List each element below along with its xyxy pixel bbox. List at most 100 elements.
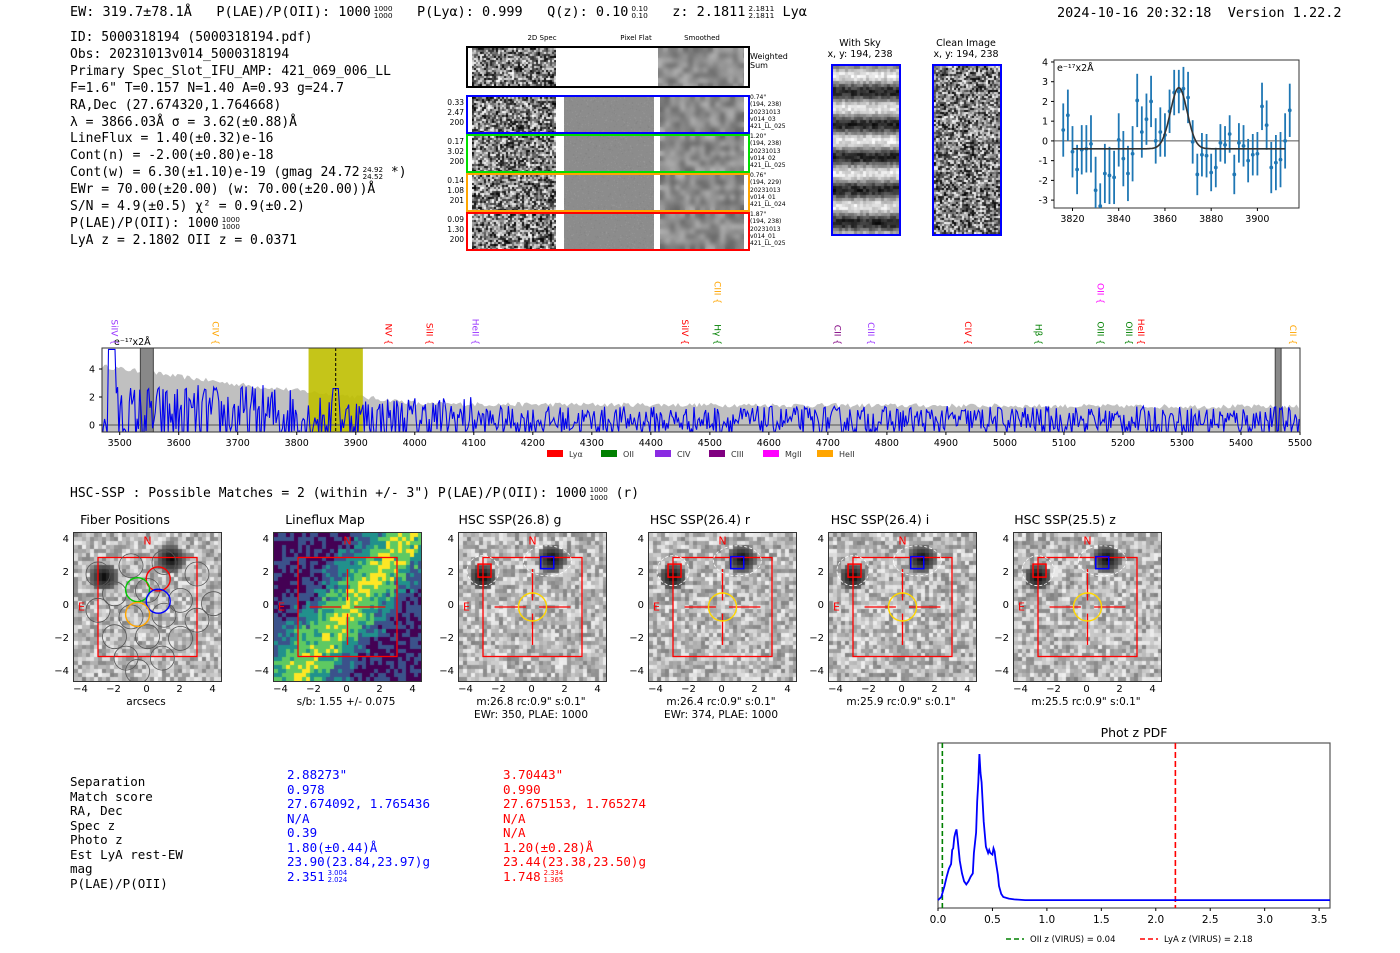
x-tick-label: 3820 [1060, 214, 1084, 225]
detection-info: ID: 5000318194 (5000318194.pdf) Obs: 202… [70, 30, 407, 250]
x-tick-label: 5500 [1288, 438, 1312, 449]
panel-caption: m:26.8 rc:0.9" s:0.1" EWr: 350, PLAE: 100… [473, 696, 589, 721]
fiber-circle [184, 561, 210, 587]
emission-line-label: CIII { [865, 322, 875, 345]
weighted-sum-frame [466, 46, 750, 88]
match-field-label: Separation [70, 774, 146, 789]
match-field-value: 23.44(23.38,23.50)g [503, 854, 646, 869]
signal-noise: S/N = 4.9(±0.5) χ² = 0.9(±0.2) [70, 199, 305, 215]
x-tick-label: −2 [491, 684, 506, 695]
data-point [1061, 128, 1066, 132]
x-tick-label: −4 [1013, 684, 1028, 695]
emission-line-label: HeII { [470, 319, 480, 345]
data-point [1200, 152, 1204, 157]
data-point [1237, 140, 1241, 145]
weighted-2dspec [472, 48, 556, 86]
fiber-circle [168, 588, 193, 613]
y-tick-label: −4 [994, 666, 1009, 677]
x-tick-label: 4100 [462, 438, 486, 449]
data-point [1098, 204, 1103, 208]
y-tick-label: −4 [629, 666, 644, 677]
data-point [1190, 139, 1195, 144]
col-header-smoothed: Smoothed [684, 34, 720, 42]
emission-line-label: Hβ { [1033, 324, 1043, 345]
emission-line-label: OII { [1095, 283, 1105, 304]
spec-row-stats: 0.17 3.02 200 [447, 137, 464, 166]
x-tick-label: −2 [106, 684, 121, 695]
x-tick-label: 3840 [1107, 214, 1131, 225]
fiber-circle [102, 581, 127, 607]
source-ellipse [1021, 555, 1055, 587]
compass-east: E [653, 600, 660, 613]
detection-circle [707, 592, 738, 622]
spec-row-stats: 0.33 2.47 200 [447, 98, 464, 127]
emission-line-label: SiIV { [108, 319, 118, 345]
plae-value: P(LAE)/P(OII): 1000 [216, 4, 371, 20]
data-point [1130, 151, 1135, 156]
y-tick-label: -3 [1039, 196, 1048, 207]
version: Version 1.22.2 [1227, 5, 1342, 21]
fiber-circle [85, 561, 111, 587]
aperture-box [672, 556, 773, 658]
detection-circle [887, 592, 918, 622]
legend-swatch [709, 450, 725, 457]
x-tick-label: 4600 [757, 438, 781, 449]
photz-title: Phot z PDF [1101, 725, 1168, 740]
data-point [1126, 171, 1130, 176]
data-point [1204, 153, 1209, 158]
data-point [1121, 156, 1126, 161]
match-2-marker [477, 563, 492, 578]
fiber-circle [184, 607, 210, 633]
line-fit-plot: 3820 3840 3860 3880 3900 -3 -2 -1 0 1 2 3 4 e⁻¹⁷x2Å [1039, 57, 1300, 225]
primary-slot: Primary Spec_Slot_IFU_AMP: 421_069_006_L… [70, 63, 391, 79]
qz-value: Q(z): 0.10 [547, 4, 629, 20]
cont-narrow: Cont(n) = -2.00(±0.80)e-18 [70, 148, 274, 164]
with-sky-title: With Sky x, y: 194, 238 [827, 38, 893, 60]
gaussian-fit-curve [1072, 86, 1286, 150]
emission-line-label: SiII { [424, 323, 434, 345]
aperture-box [482, 556, 583, 658]
y-tick-label: 2 [1002, 567, 1009, 578]
fiber-highlight [145, 588, 171, 614]
y-tick-label: 2 [1042, 97, 1048, 108]
x-tick-label: 4500 [698, 438, 722, 449]
x-tick-label: 5200 [1111, 438, 1135, 449]
detection-circle [517, 592, 548, 622]
y-tick-label: 4 [637, 534, 644, 545]
spec-row-meta: 0.74" (194, 238) 20231013 v014_03 421_LL_025 [750, 94, 786, 131]
data-point [1227, 132, 1232, 136]
match-field-value: 1.80(±0.44)Å [287, 839, 378, 855]
fiber-circle [151, 550, 177, 575]
aperture-box [97, 556, 198, 658]
fiber-highlight [124, 601, 151, 628]
y-tick-label: 2 [262, 567, 269, 578]
data-point [1158, 130, 1163, 134]
match-field-label: RA, Dec [70, 803, 123, 818]
x-tick-label: −2 [306, 684, 321, 695]
redshifts: LyA z = 2.1802 OII z = 0.0371 [70, 232, 297, 248]
y-tick-label: 0 [62, 600, 69, 611]
spec-row-flat-image [564, 175, 654, 210]
x-tick-label: 2 [931, 684, 938, 695]
data-point [1107, 173, 1112, 178]
unit-label: e⁻¹⁷x2Å [1057, 62, 1094, 74]
x-tick-label: 4400 [639, 438, 663, 449]
compass-east: E [1018, 600, 1025, 613]
spec-row-pixel-image [472, 136, 556, 171]
data-point [1135, 98, 1140, 103]
spec-row-meta: 1.87" (194, 238) 20231013 v014_01 421_LL_025 [750, 211, 786, 248]
x-tick-label: 4000 [403, 438, 427, 449]
y-tick-label: 4 [262, 534, 269, 545]
ra-dec: RA,Dec (27.674320,1.764668) [70, 97, 282, 113]
hsc-summary: HSC-SSP : Possible Matches = 2 (within +… [70, 485, 640, 502]
emission-line-label: CIV { [962, 321, 972, 345]
fiber-highlight [124, 576, 151, 603]
emission-line-label: Hγ { [712, 324, 722, 345]
match-field-value: N/A [287, 810, 310, 826]
x-tick-label: 0 [718, 684, 725, 695]
x-tick-label: 3700 [226, 438, 250, 449]
emission-line-label: CIII { [712, 281, 722, 304]
source-ellipse [892, 545, 942, 577]
emission-line-label: CIV { [209, 321, 219, 345]
